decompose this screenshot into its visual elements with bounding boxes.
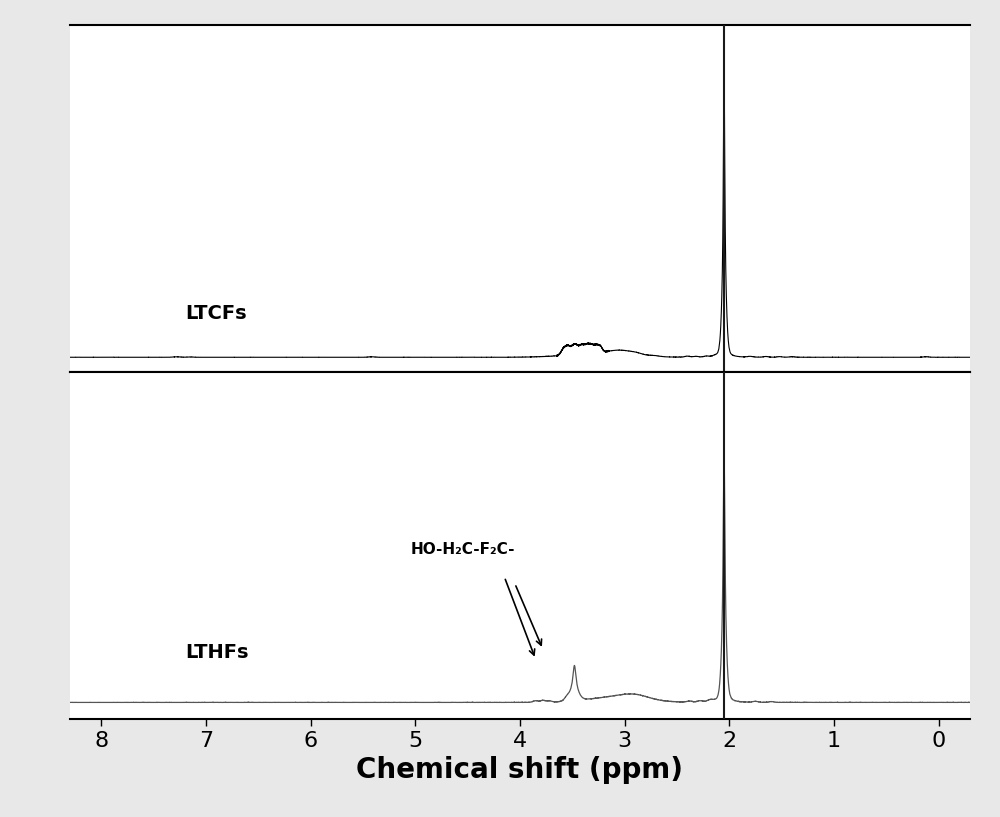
Text: HO-H₂C-F₂C-: HO-H₂C-F₂C- xyxy=(410,542,515,557)
Text: LTHFs: LTHFs xyxy=(185,643,249,663)
X-axis label: Chemical shift (ppm): Chemical shift (ppm) xyxy=(356,757,684,784)
Text: LTCFs: LTCFs xyxy=(185,305,247,324)
